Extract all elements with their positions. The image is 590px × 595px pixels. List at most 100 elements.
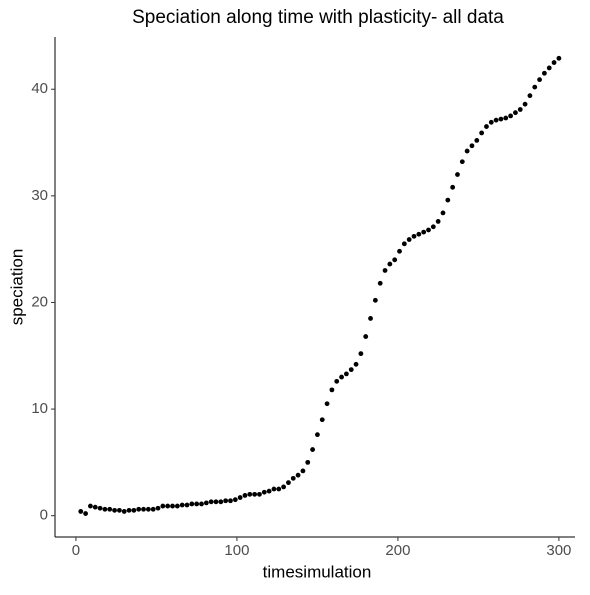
data-point	[372, 297, 378, 303]
data-point	[92, 504, 98, 510]
data-point	[508, 113, 514, 119]
data-point	[542, 70, 547, 76]
data-point	[131, 507, 137, 513]
data-point	[165, 503, 171, 509]
data-point	[546, 65, 552, 71]
data-point	[88, 503, 93, 509]
data-point	[348, 367, 354, 373]
data-point	[112, 507, 117, 513]
x-tick-label: 200	[385, 542, 410, 559]
data-point	[440, 210, 446, 216]
data-point	[450, 184, 456, 190]
data-point	[421, 229, 427, 235]
data-point	[237, 495, 243, 500]
data-point	[208, 499, 214, 505]
data-point	[300, 468, 306, 474]
data-point	[315, 432, 320, 438]
chart-title: Speciation along time with plasticity- a…	[132, 7, 504, 28]
data-point	[532, 84, 538, 90]
data-point	[416, 231, 422, 237]
data-point	[401, 241, 407, 247]
data-point	[102, 506, 108, 512]
data-point	[474, 138, 480, 143]
data-point	[261, 489, 267, 495]
data-point	[522, 101, 528, 107]
data-point	[126, 507, 132, 513]
data-point	[435, 219, 441, 224]
data-point	[276, 486, 282, 492]
data-point	[392, 257, 398, 263]
data-point	[281, 484, 287, 490]
data-point	[493, 117, 499, 123]
y-axis-label: speciation	[7, 249, 26, 326]
data-point	[136, 506, 142, 512]
data-point	[343, 371, 349, 377]
data-point	[145, 506, 151, 512]
data-point	[368, 316, 373, 321]
data-point	[78, 509, 84, 514]
data-point	[194, 501, 200, 507]
data-point	[445, 197, 451, 203]
data-point	[257, 491, 262, 497]
data-point	[537, 77, 542, 83]
data-point	[363, 334, 369, 339]
data-point	[184, 502, 190, 508]
data-point	[121, 509, 127, 514]
data-point	[358, 351, 364, 357]
data-point	[252, 491, 258, 497]
data-point	[228, 498, 233, 504]
x-axis-label: timesimulation	[263, 562, 372, 581]
data-point	[223, 498, 229, 504]
data-point	[517, 107, 523, 112]
data-point	[319, 417, 325, 423]
y-tick-label: 20	[31, 293, 48, 310]
data-point	[513, 110, 518, 116]
data-point	[179, 502, 185, 508]
data-point	[488, 119, 494, 125]
data-point	[527, 93, 533, 99]
data-point	[174, 503, 180, 509]
data-point	[484, 124, 489, 129]
y-tick-label: 30	[31, 187, 48, 204]
data-point	[199, 501, 204, 507]
data-point	[189, 501, 195, 507]
data-point	[271, 486, 277, 492]
data-point	[290, 475, 296, 481]
data-point	[551, 60, 557, 65]
data-point	[295, 472, 301, 478]
data-point	[150, 506, 156, 512]
data-point	[464, 148, 470, 154]
data-point	[83, 511, 88, 516]
data-point	[503, 115, 509, 121]
y-tick-label: 10	[31, 400, 48, 417]
data-point	[426, 227, 431, 233]
data-point	[97, 505, 103, 511]
x-tick-label: 300	[546, 542, 571, 559]
data-point	[305, 459, 311, 465]
data-point	[334, 378, 340, 384]
data-point	[247, 491, 253, 497]
data-point	[324, 401, 330, 407]
data-point	[353, 361, 359, 367]
y-tick-label: 0	[40, 507, 48, 524]
data-point	[397, 248, 402, 254]
data-point	[170, 503, 175, 509]
data-point	[387, 261, 393, 267]
data-point	[242, 493, 248, 498]
data-point	[310, 447, 315, 452]
data-point	[286, 480, 291, 486]
x-tick-label: 100	[224, 542, 249, 559]
data-point	[498, 116, 504, 122]
data-point	[160, 503, 166, 509]
data-point	[218, 499, 224, 505]
data-point	[556, 55, 562, 61]
data-point	[459, 159, 465, 165]
data-point	[455, 172, 460, 177]
data-point	[411, 233, 417, 239]
data-point	[213, 499, 219, 505]
data-point	[382, 268, 388, 273]
data-point	[266, 488, 272, 494]
data-point	[469, 143, 475, 149]
